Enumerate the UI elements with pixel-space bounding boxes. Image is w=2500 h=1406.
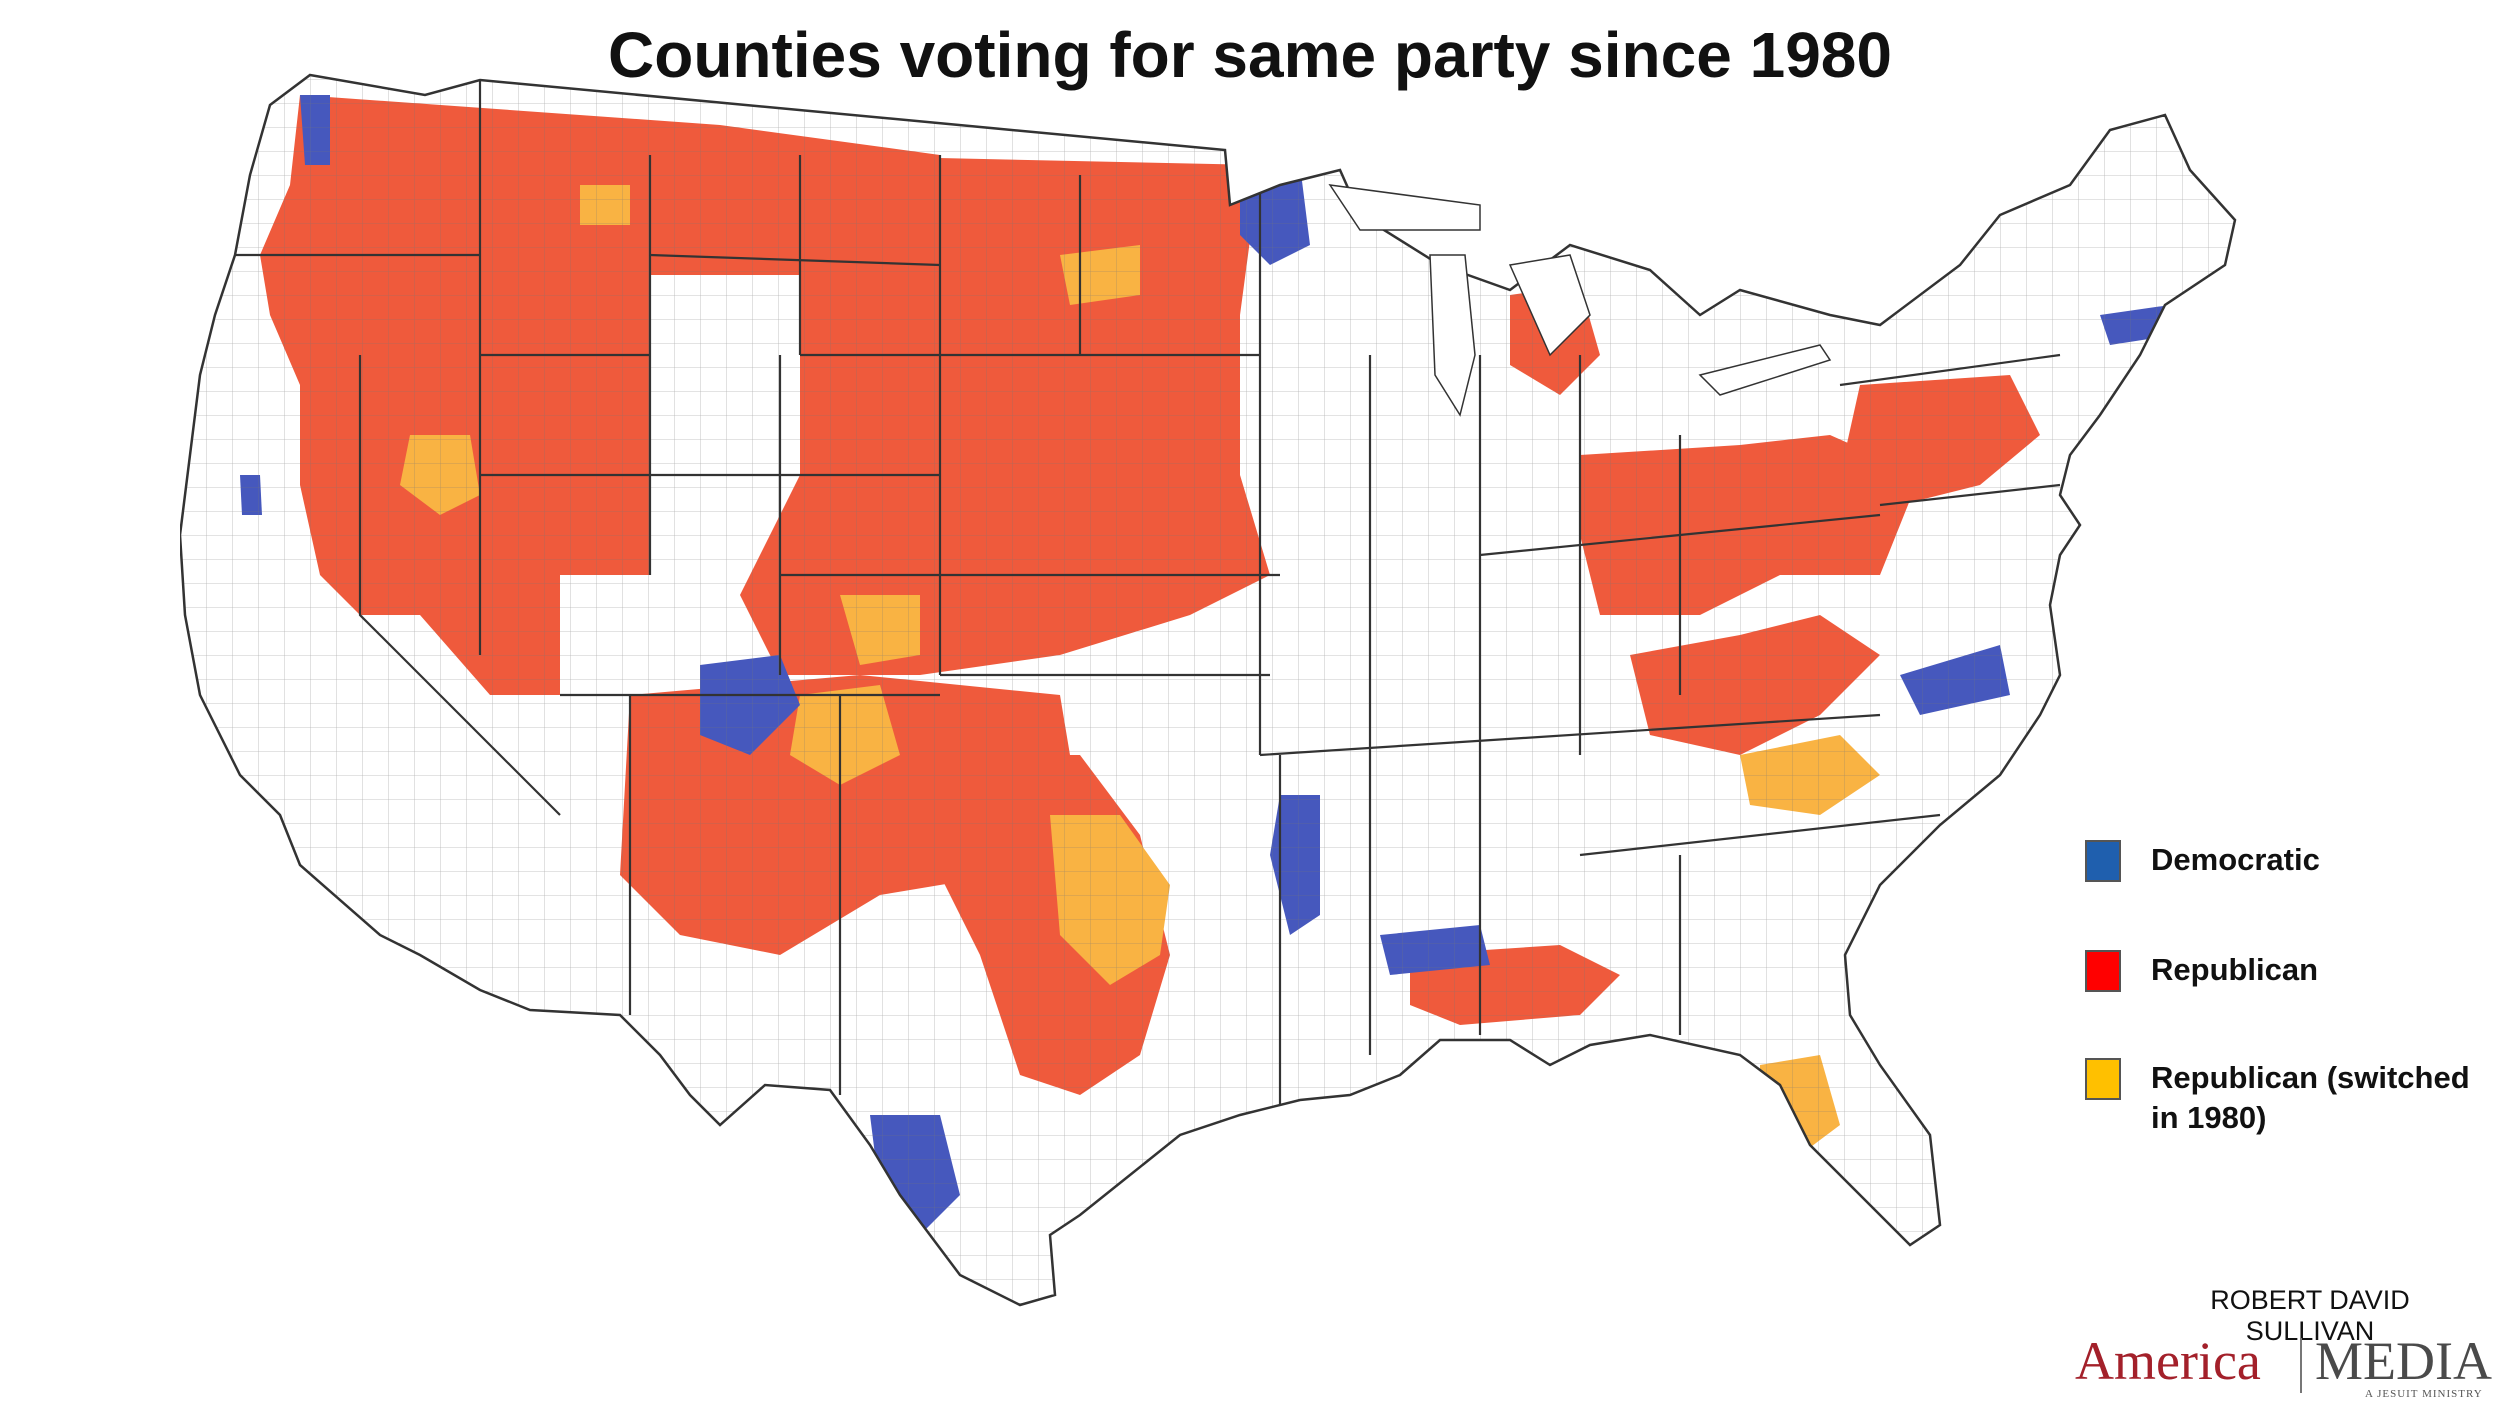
county-boundaries: [180, 75, 2235, 1305]
logo-tagline: A JESUIT MINISTRY: [2365, 1388, 2483, 1400]
legend-item-republican: Republican: [2085, 950, 2318, 992]
america-media-logo: America MEDIA A JESUIT MINISTRY: [2075, 1330, 2495, 1400]
state-boundaries: [180, 80, 2061, 1115]
legend-item-democratic: Democratic: [2085, 840, 2320, 882]
lake-erie: [1698, 344, 1832, 396]
us-county-map: [178, 55, 2320, 1375]
legend-swatch-republican: [2085, 950, 2121, 992]
logo-text-media: MEDIA: [2315, 1331, 2492, 1391]
legend-swatch-democratic: [2085, 840, 2121, 882]
legend-swatch-switched: [2085, 1058, 2121, 1100]
legend-label-republican: Republican: [2151, 952, 2319, 987]
lake-superior: [1328, 184, 1481, 231]
us-county-map-svg: [178, 73, 2237, 1307]
author-credit: ROBERT DAVID SULLIVAN: [2210, 1285, 2410, 1346]
lake-michigan: [1429, 254, 1476, 417]
legend-label-switched: Republican (switched in 1980): [2151, 1060, 2470, 1135]
map-title: Counties voting for same party since 198…: [608, 19, 1892, 91]
logo-divider: [2300, 1338, 2302, 1393]
logo-text-america: America: [2075, 1331, 2261, 1391]
legend-label-democratic: Democratic: [2151, 842, 2320, 877]
legend-item-switched: Republican (switched in 1980): [2085, 1058, 2481, 1138]
lake-huron: [1508, 254, 1591, 357]
